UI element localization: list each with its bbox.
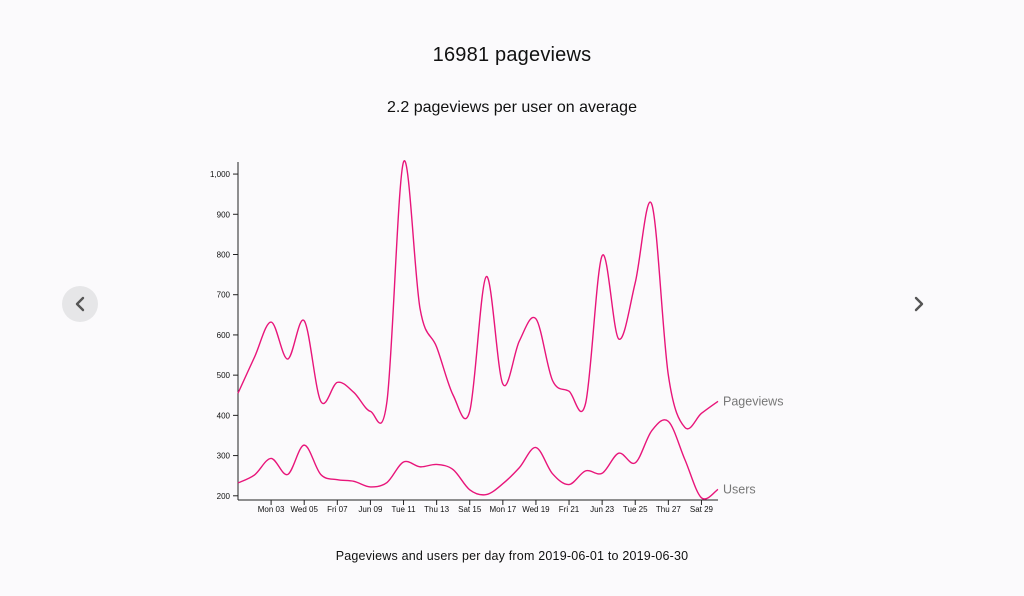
y-tick-label: 700 (217, 291, 231, 300)
users-series-label: Users (723, 482, 756, 496)
x-tick-label: Wed 05 (290, 505, 318, 514)
y-tick-label: 500 (217, 371, 231, 380)
y-tick-label: 300 (217, 452, 231, 461)
chart-caption: Pageviews and users per day from 2019-06… (335, 549, 689, 563)
y-tick-label: 900 (217, 210, 231, 219)
y-tick-label: 200 (217, 492, 231, 501)
x-tick-label: Jun 23 (590, 505, 615, 514)
x-tick-label: Thu 27 (656, 505, 681, 514)
chevron-right-icon (914, 296, 924, 312)
x-tick-label: Fri 21 (559, 505, 580, 514)
x-tick-label: Sat 15 (458, 505, 482, 514)
pageviews-series-line (237, 160, 719, 430)
x-tick-label: Tue 11 (392, 505, 417, 514)
x-tick-label: Sat 29 (690, 505, 714, 514)
x-tick-label: Thu 13 (424, 505, 449, 514)
x-tick-label: Mon 17 (489, 505, 516, 514)
previous-button[interactable] (62, 286, 98, 322)
pageviews-series-label: Pageviews (723, 394, 783, 408)
chart-subtitle: 2.2 pageviews per user on average (387, 99, 637, 116)
chart-title: 16981 pageviews (432, 44, 592, 66)
x-tick-label: Tue 25 (623, 505, 648, 514)
x-tick-label: Fri 07 (327, 505, 348, 514)
chevron-left-icon (75, 296, 85, 312)
y-tick-label: 400 (217, 411, 231, 420)
users-series-line (237, 419, 719, 500)
y-tick-label: 600 (217, 331, 231, 340)
next-button[interactable] (901, 286, 937, 322)
x-tick-label: Wed 19 (522, 505, 550, 514)
x-tick-label: Mon 03 (258, 505, 285, 514)
y-tick-label: 800 (217, 250, 231, 259)
y-tick-label: 1,000 (210, 170, 231, 179)
x-tick-label: Jun 09 (358, 505, 383, 514)
